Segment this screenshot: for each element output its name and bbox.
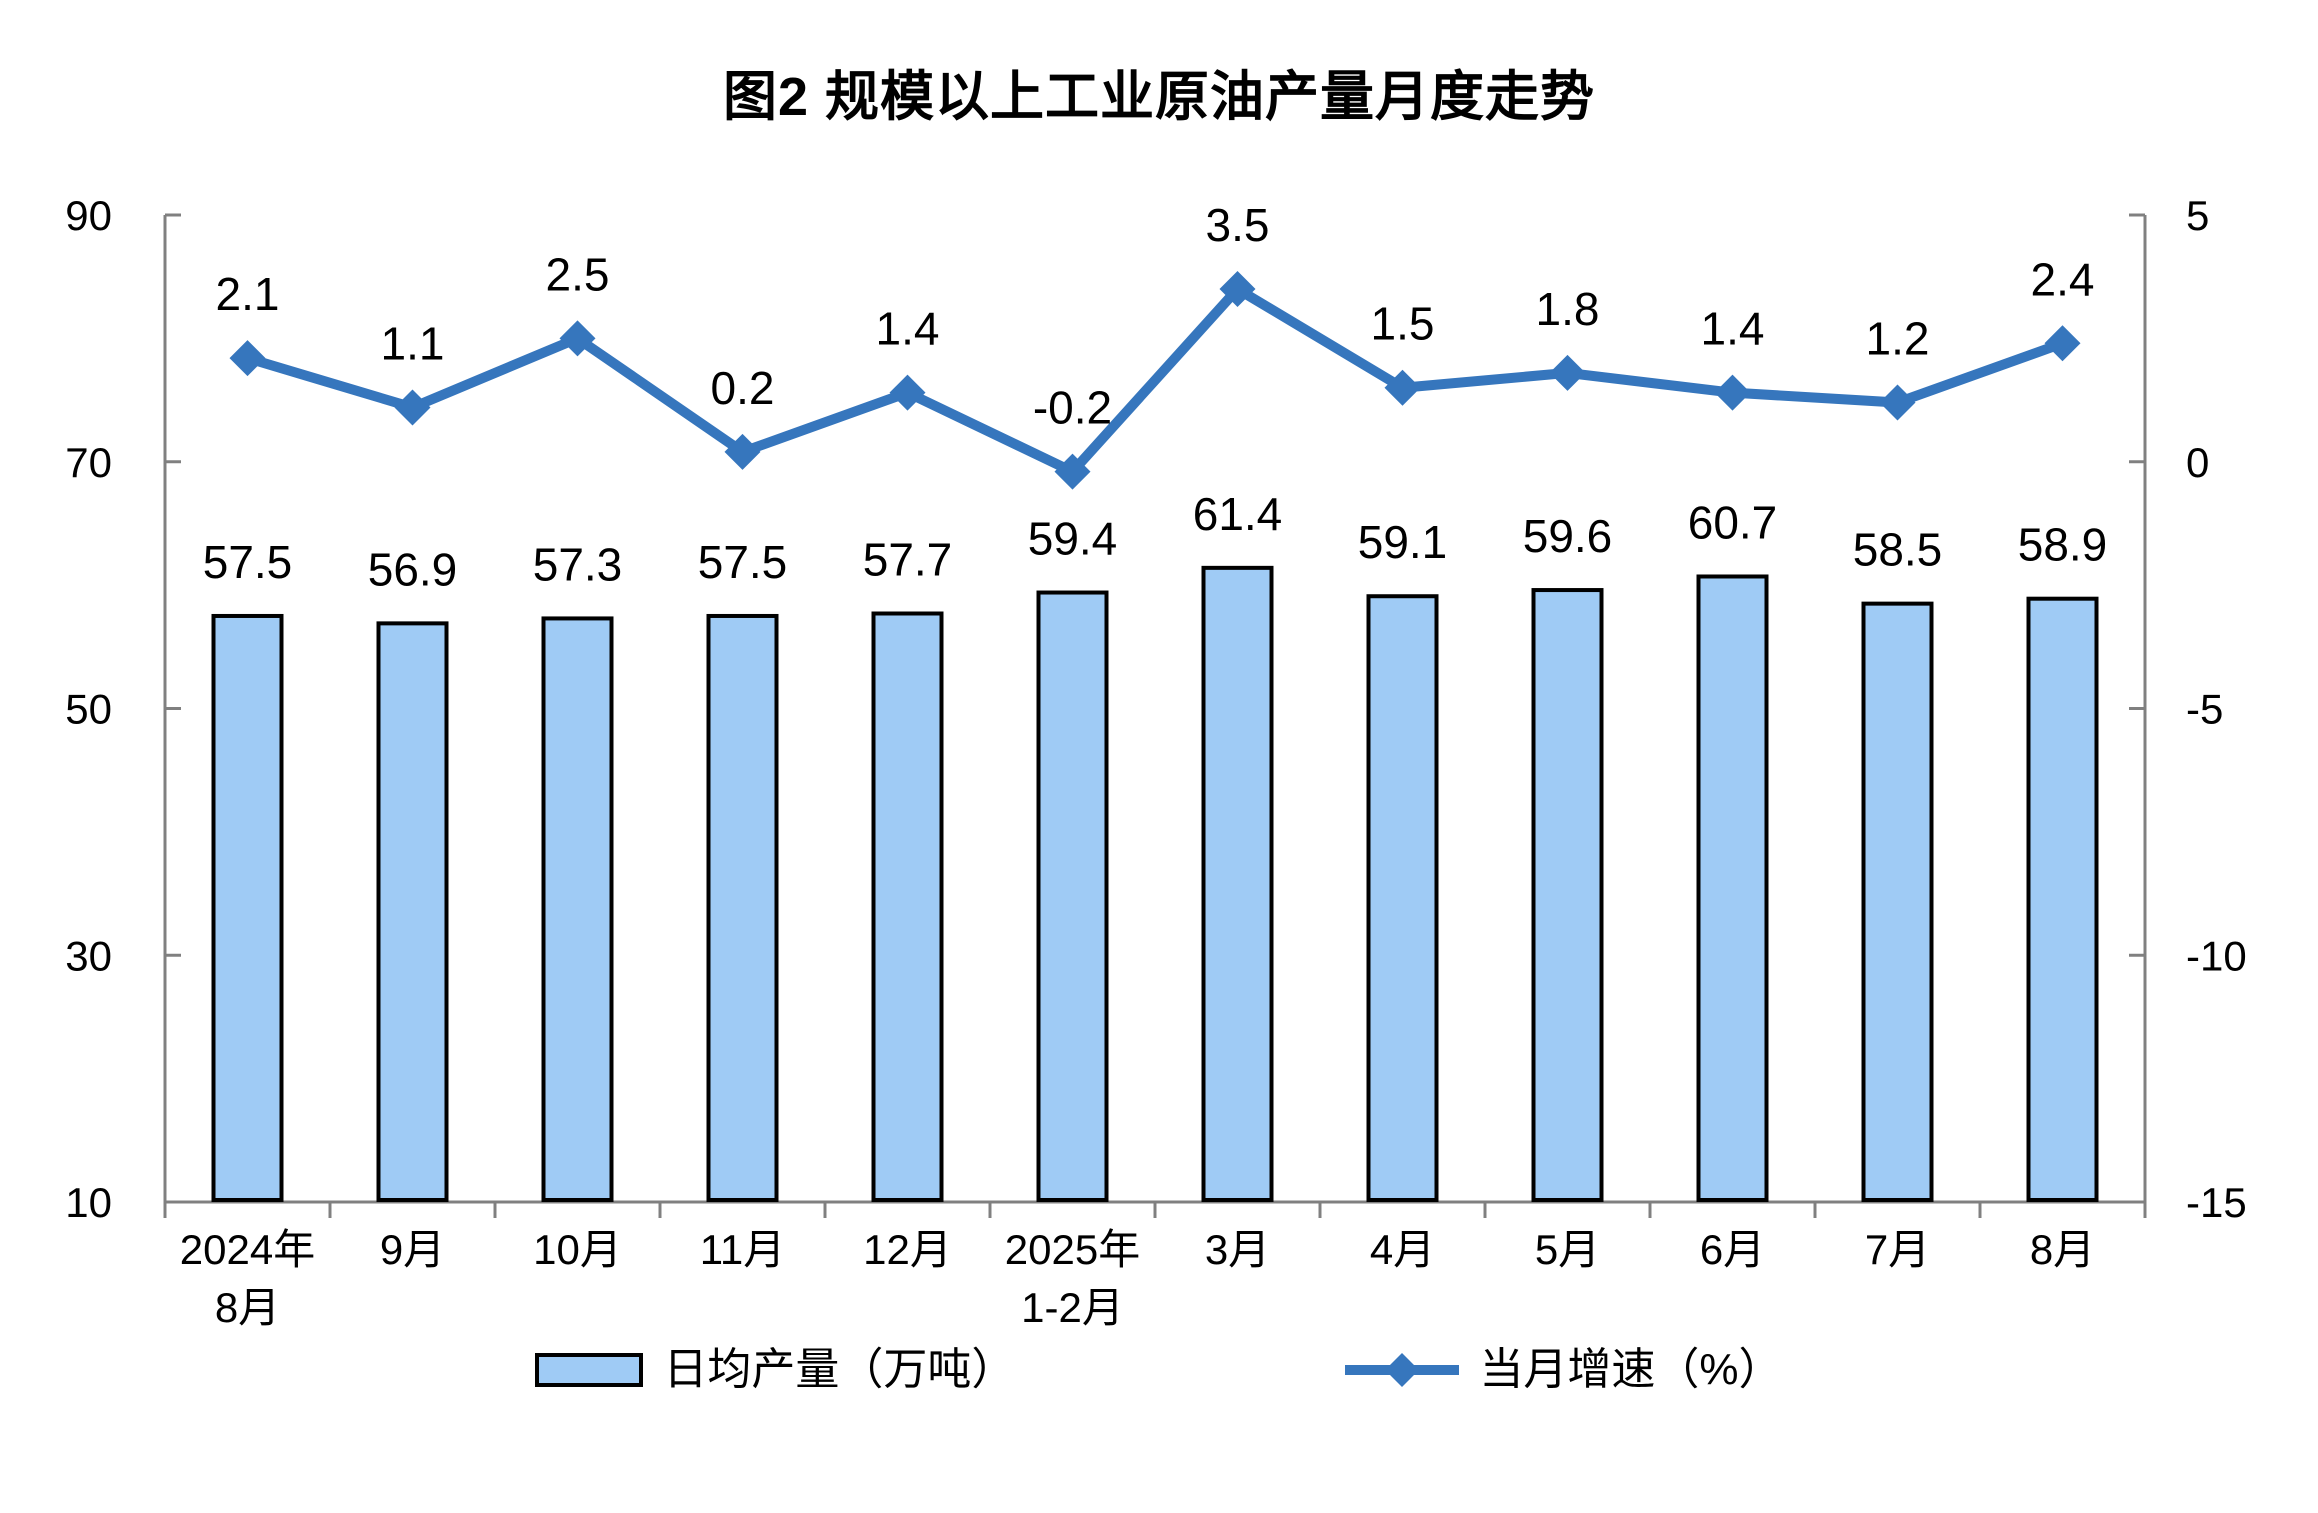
bar-value-label: 57.5 xyxy=(203,536,293,588)
line-value-label: 1.4 xyxy=(1701,303,1765,355)
line-marker-diamond-icon xyxy=(889,374,926,411)
line-value-label: 1.4 xyxy=(876,303,940,355)
left-axis-tick-label: 90 xyxy=(65,192,112,239)
category-label: 6月 xyxy=(1700,1226,1765,1273)
bar xyxy=(376,621,449,1202)
category-label: 4月 xyxy=(1370,1226,1435,1273)
category-label: 2025年 1-2月 xyxy=(1005,1226,1140,1331)
line-series-label: 当月增速（%） xyxy=(1479,1345,1783,1394)
line-series-swatch-icon xyxy=(1345,1353,1460,1387)
category-label: 7月 xyxy=(1865,1226,1930,1273)
diamond-marker-icon xyxy=(1385,1353,1420,1387)
category-label: 2024年 8月 xyxy=(180,1226,315,1331)
bar-value-label: 59.1 xyxy=(1358,516,1448,568)
legend: 日均产量（万吨） 当月增速（%） xyxy=(0,1348,2318,1392)
bar xyxy=(1201,565,1274,1202)
bar-value-label: 57.7 xyxy=(863,534,953,586)
line-value-label: 1.1 xyxy=(381,317,445,369)
right-axis-tick-label: -10 xyxy=(2186,932,2247,979)
bar-value-label: 58.9 xyxy=(2018,519,2108,571)
right-axis-tick-label: -15 xyxy=(2186,1179,2247,1226)
category-label: 12月 xyxy=(863,1226,952,1273)
right-axis-tick-label: 5 xyxy=(2186,192,2209,239)
line-value-label: 2.1 xyxy=(216,268,280,320)
line-value-label: -0.2 xyxy=(1033,382,1112,434)
line-marker-diamond-icon xyxy=(2044,325,2081,362)
line-value-label: 1.5 xyxy=(1371,298,1435,350)
bar xyxy=(1861,601,1934,1202)
bar xyxy=(1531,588,1604,1202)
bar xyxy=(2026,596,2099,1202)
category-label: 10月 xyxy=(533,1226,622,1273)
line-marker-diamond-icon xyxy=(1879,384,1916,421)
category-label: 3月 xyxy=(1205,1226,1270,1273)
left-axis-tick-label: 30 xyxy=(65,932,112,979)
bar-value-label: 57.3 xyxy=(533,538,623,590)
bar xyxy=(1366,594,1439,1202)
line-marker-diamond-icon xyxy=(1714,374,1751,411)
chart-title: 图2 规模以上工业原油产量月度走势 xyxy=(722,67,1596,127)
right-axis-tick-label: -5 xyxy=(2186,686,2223,733)
line-marker-diamond-icon xyxy=(394,389,431,426)
bar-value-label: 58.5 xyxy=(1853,524,1943,576)
line-marker-diamond-icon xyxy=(229,340,266,377)
right-axis-tick-label: 0 xyxy=(2186,439,2209,486)
line-value-label: 2.5 xyxy=(546,248,610,300)
line-marker-diamond-icon xyxy=(1549,354,1586,391)
bar-value-label: 56.9 xyxy=(368,543,458,595)
bar-value-label: 57.5 xyxy=(698,536,788,588)
bar-series-label: 日均产量（万吨） xyxy=(663,1345,1016,1394)
line-marker-diamond-icon xyxy=(559,320,596,357)
legend-item-bar-series: 日均产量（万吨） xyxy=(535,1348,1015,1392)
line-marker-diamond-icon xyxy=(1219,271,1256,308)
line-value-label: 3.5 xyxy=(1206,199,1270,251)
bar xyxy=(1036,590,1109,1202)
bar xyxy=(211,613,284,1202)
line-value-label: 0.2 xyxy=(711,362,775,414)
line-marker-diamond-icon xyxy=(1054,453,1091,490)
bar xyxy=(1696,574,1769,1202)
category-label: 5月 xyxy=(1535,1226,1600,1273)
bar-value-label: 59.6 xyxy=(1523,510,1613,562)
trend-line xyxy=(246,282,2065,478)
category-label: 9月 xyxy=(380,1226,445,1273)
bar-series-swatch-icon xyxy=(535,1353,644,1387)
line-marker-diamond-icon xyxy=(724,433,761,470)
bar-value-label: 60.7 xyxy=(1688,496,1778,548)
bar-value-label: 59.4 xyxy=(1028,513,1118,565)
bar xyxy=(871,611,944,1202)
line-marker-diamond-icon xyxy=(1384,369,1421,406)
legend-item-line-series: 当月增速（%） xyxy=(1345,1345,1783,1394)
left-axis-tick-label: 50 xyxy=(65,686,112,733)
line-value-label: 1.8 xyxy=(1536,283,1600,335)
line-value-label: 1.2 xyxy=(1866,313,1930,365)
bar xyxy=(541,616,614,1202)
bar xyxy=(706,613,779,1202)
category-label: 11月 xyxy=(700,1226,786,1273)
left-axis-tick-label: 10 xyxy=(65,1179,112,1226)
category-label: 8月 xyxy=(2030,1226,2095,1273)
left-axis-tick-label: 70 xyxy=(65,439,112,486)
line-value-label: 2.4 xyxy=(2031,253,2095,305)
bar-value-label: 61.4 xyxy=(1193,488,1283,540)
